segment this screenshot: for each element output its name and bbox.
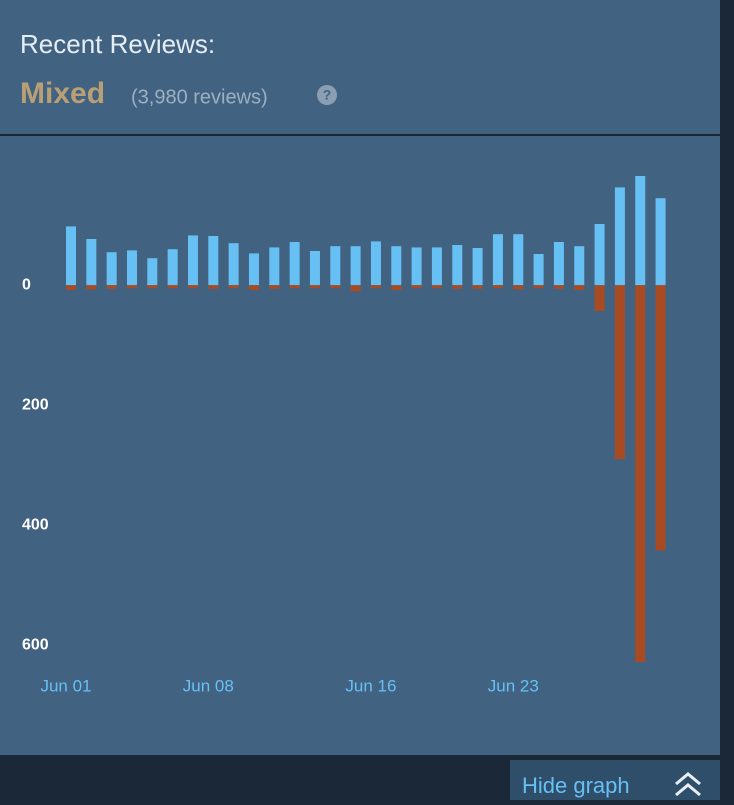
bar xyxy=(411,247,422,286)
y-tick-label: 200 xyxy=(22,396,49,413)
bar xyxy=(187,235,198,286)
bar xyxy=(330,285,341,289)
bar xyxy=(228,285,239,289)
bar xyxy=(66,285,76,290)
bar xyxy=(391,285,402,290)
bar xyxy=(167,285,178,289)
x-tick-label: Jun 01 xyxy=(40,676,91,695)
bar xyxy=(167,249,178,286)
bar xyxy=(106,252,117,286)
bar xyxy=(86,285,97,290)
rating: Mixed xyxy=(20,77,105,110)
bar xyxy=(472,248,483,286)
bar xyxy=(452,245,463,286)
hide-graph-button[interactable] xyxy=(510,760,720,800)
bar xyxy=(574,285,585,290)
bar xyxy=(553,242,564,286)
bar xyxy=(594,224,605,286)
plot: 0 200 400 600 Jun 01 Jun 08 Jun 16 Jun 23 xyxy=(22,176,666,695)
x-tick-label: Jun 08 xyxy=(183,676,234,695)
help-icon[interactable] xyxy=(317,85,337,105)
bar xyxy=(533,254,544,286)
bar xyxy=(269,285,280,289)
chevron-icon xyxy=(675,772,701,797)
bar xyxy=(492,234,503,286)
bar xyxy=(635,176,646,286)
bar xyxy=(614,187,625,286)
bar xyxy=(208,285,219,289)
bar xyxy=(513,234,524,286)
bar xyxy=(655,285,666,551)
help-icon-text: ? xyxy=(323,87,332,103)
bar xyxy=(248,285,259,290)
panel xyxy=(0,0,720,755)
bar xyxy=(126,285,137,289)
bar xyxy=(594,285,605,311)
bar xyxy=(228,243,239,286)
bar xyxy=(655,198,666,286)
bar xyxy=(208,236,219,286)
bar xyxy=(66,226,76,286)
bar xyxy=(309,251,320,286)
bar xyxy=(330,246,341,286)
hide-graph-label[interactable]: Hide graph xyxy=(522,773,630,798)
bar xyxy=(147,285,158,289)
bar xyxy=(370,241,381,286)
bar xyxy=(106,285,117,289)
bar xyxy=(492,285,503,289)
title: Recent Reviews: xyxy=(20,29,215,59)
bar xyxy=(635,285,646,662)
bar xyxy=(370,285,381,289)
bar xyxy=(350,285,361,292)
x-tick-label: Jun 23 xyxy=(488,676,539,695)
bar xyxy=(553,285,564,289)
bar xyxy=(309,285,320,289)
bar xyxy=(431,247,442,286)
bar xyxy=(248,253,259,286)
bar xyxy=(614,285,625,460)
bar xyxy=(574,246,585,286)
bar xyxy=(513,285,524,290)
bar xyxy=(289,242,300,286)
x-tick-label: Jun 16 xyxy=(345,676,396,695)
y-tick-label: 400 xyxy=(22,516,49,533)
bar xyxy=(472,285,483,289)
bar xyxy=(126,250,137,286)
review-count: (3,980 reviews) xyxy=(131,86,268,108)
y-tick-label: 600 xyxy=(22,636,49,653)
bar xyxy=(350,246,361,286)
bar xyxy=(269,247,280,286)
bar xyxy=(187,285,198,289)
bar xyxy=(147,258,158,286)
bar xyxy=(452,285,463,289)
bar xyxy=(411,285,422,289)
bar xyxy=(289,285,300,289)
bar xyxy=(431,285,442,289)
bar xyxy=(391,246,402,286)
y-tick-label: 0 xyxy=(22,276,31,293)
bar xyxy=(533,285,544,289)
bar xyxy=(86,239,97,286)
